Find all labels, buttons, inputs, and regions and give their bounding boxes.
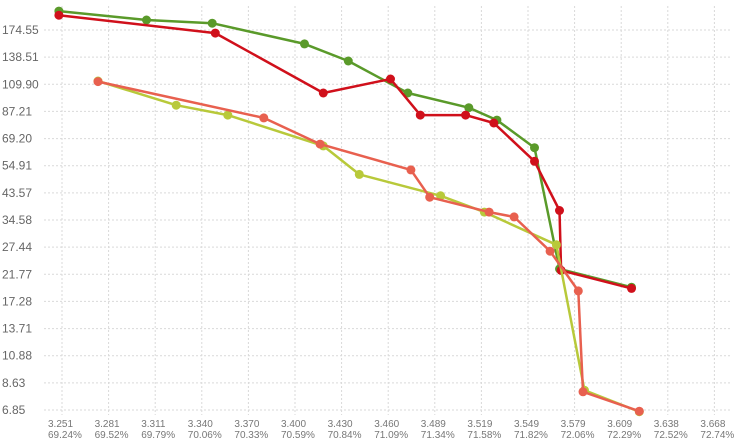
x-tick-label: 3.251 xyxy=(48,419,73,430)
x-tick-label: 3.281 xyxy=(95,419,120,430)
y-tick-label: 21.77 xyxy=(2,267,32,281)
y-tick-label: 13.71 xyxy=(2,322,32,336)
x-tick-label: 3.609 xyxy=(607,419,632,430)
x-tick-sublabel: 71.09% xyxy=(374,430,408,440)
data-point xyxy=(343,56,353,66)
y-tick-label: 34.58 xyxy=(2,213,32,227)
x-tick-label: 3.579 xyxy=(561,419,586,430)
x-tick-sublabel: 69.79% xyxy=(141,430,175,440)
data-point xyxy=(171,100,181,110)
x-tick-label: 3.668 xyxy=(700,419,725,430)
y-tick-label: 6.85 xyxy=(2,403,26,417)
y-tick-label: 138.51 xyxy=(2,50,39,64)
data-point xyxy=(415,110,425,120)
x-tick-sublabel: 71.34% xyxy=(421,430,455,440)
x-tick-sublabel: 70.59% xyxy=(281,430,315,440)
data-point xyxy=(573,286,583,296)
y-tick-label: 17.28 xyxy=(2,294,32,308)
x-tick-sublabel: 70.06% xyxy=(188,430,222,440)
data-point xyxy=(315,139,325,149)
y-tick-label: 174.55 xyxy=(2,23,39,37)
data-point xyxy=(223,110,233,120)
x-tick-label: 3.340 xyxy=(188,419,213,430)
y-tick-label: 54.91 xyxy=(2,159,32,173)
x-tick-sublabel: 71.58% xyxy=(467,430,501,440)
x-tick-label: 3.460 xyxy=(374,419,399,430)
data-point xyxy=(530,143,539,153)
x-tick-sublabel: 72.52% xyxy=(654,430,688,440)
x-tick-sublabel: 71.82% xyxy=(514,430,548,440)
data-point xyxy=(259,113,269,123)
x-tick-label: 3.400 xyxy=(281,419,306,430)
data-point xyxy=(93,77,103,87)
data-point xyxy=(207,18,217,28)
y-tick-label: 69.20 xyxy=(2,132,32,146)
data-point xyxy=(489,118,499,128)
data-point xyxy=(425,192,435,202)
data-point xyxy=(627,283,636,293)
data-point xyxy=(461,110,471,120)
data-point xyxy=(464,103,474,113)
data-point xyxy=(318,88,328,98)
y-axis-ticks: 6.85 8.63 10.88 13.71 17.28 21.77 27.44 34.58 43… xyxy=(2,23,39,417)
data-point xyxy=(142,15,151,25)
y-tick-label: 43.57 xyxy=(2,186,32,200)
grid-layer xyxy=(44,6,732,415)
data-point xyxy=(509,212,519,222)
data-point xyxy=(436,191,446,201)
x-tick-label: 3.370 xyxy=(234,419,259,430)
x-tick-label: 3.549 xyxy=(514,419,539,430)
data-point xyxy=(403,88,413,98)
series-4 xyxy=(93,77,644,416)
y-tick-label: 87.21 xyxy=(2,104,32,118)
y-tick-label: 8.63 xyxy=(2,376,26,390)
data-point xyxy=(354,169,364,179)
data-point xyxy=(530,156,539,166)
series-layer xyxy=(54,6,644,417)
x-tick-label: 3.311 xyxy=(141,419,166,430)
data-point xyxy=(406,165,416,175)
x-tick-sublabel: 69.24% xyxy=(48,430,82,440)
x-axis-ticks: 3.25169.24%3.28169.52%3.31169.79%3.34070… xyxy=(48,419,734,440)
data-point xyxy=(300,39,309,49)
data-point xyxy=(484,207,494,217)
data-point xyxy=(555,206,564,215)
x-tick-label: 3.430 xyxy=(328,419,353,430)
x-tick-sublabel: 70.84% xyxy=(328,430,362,440)
x-tick-label: 3.638 xyxy=(654,419,679,430)
y-tick-label: 109.90 xyxy=(2,77,39,91)
y-tick-label: 10.88 xyxy=(2,349,32,363)
data-point xyxy=(551,240,561,250)
x-tick-sublabel: 72.06% xyxy=(561,430,595,440)
x-tick-sublabel: 72.29% xyxy=(607,430,641,440)
x-tick-label: 3.489 xyxy=(421,419,446,430)
data-point xyxy=(634,406,644,416)
data-point xyxy=(386,74,395,84)
data-point xyxy=(54,10,64,20)
x-tick-sublabel: 70.33% xyxy=(234,430,268,440)
y-tick-label: 27.44 xyxy=(2,240,32,254)
data-point xyxy=(210,28,220,38)
x-tick-sublabel: 69.52% xyxy=(95,430,129,440)
x-tick-label: 3.519 xyxy=(467,419,492,430)
series-line xyxy=(97,79,640,413)
data-point xyxy=(578,387,588,397)
x-tick-sublabel: 72.74% xyxy=(700,430,734,440)
data-point xyxy=(545,246,555,256)
